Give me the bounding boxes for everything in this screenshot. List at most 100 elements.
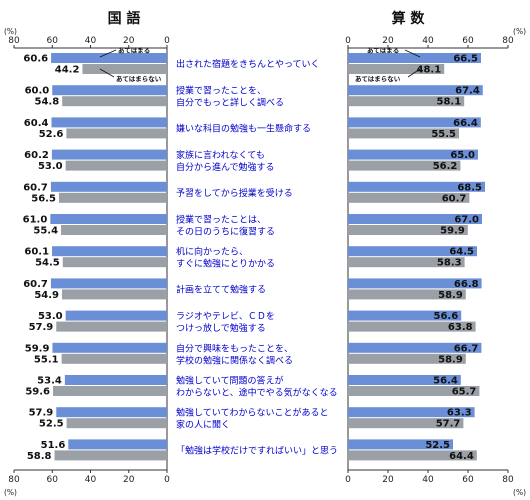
category-label-line1: 授業で習ったことを、 bbox=[176, 85, 266, 97]
bar-sansu-disagree bbox=[348, 386, 480, 396]
tick-label-kokugo-bottom: 80 bbox=[8, 475, 20, 485]
bar-sansu-agree bbox=[348, 53, 481, 63]
bar-sansu-disagree bbox=[348, 289, 466, 300]
bar-sansu-agree bbox=[348, 246, 477, 257]
tick-label-kokugo-bottom: 20 bbox=[123, 475, 135, 485]
value-label-kokugo-disagree: 54.9 bbox=[34, 290, 59, 301]
value-label-kokugo-disagree: 55.1 bbox=[34, 354, 59, 365]
category-label-line1: 勉強していて問題の答えが bbox=[176, 375, 283, 387]
bar-sansu-agree bbox=[348, 149, 478, 160]
unit-label-bottom-right: (%) bbox=[513, 488, 526, 497]
category-label-line2: 自分でもっと詳しく調べる bbox=[176, 97, 284, 109]
tick-label-kokugo-top: 40 bbox=[85, 36, 97, 46]
tick-label-sansu-top: 80 bbox=[502, 36, 514, 46]
category-label-line2: すぐに勉強にとりかかる bbox=[176, 258, 275, 270]
bar-kokugo-agree bbox=[56, 407, 167, 418]
bar-sansu-disagree bbox=[348, 192, 470, 203]
value-label-sansu-disagree: 64.4 bbox=[449, 451, 474, 462]
category-label: 計画を立てて勉強する bbox=[176, 283, 266, 295]
bar-sansu-agree bbox=[348, 342, 482, 353]
bar-sansu-agree bbox=[348, 117, 481, 128]
bar-sansu-disagree bbox=[348, 128, 459, 139]
value-label-sansu-agree: 68.5 bbox=[457, 182, 482, 193]
value-label-sansu-agree: 67.0 bbox=[454, 215, 479, 226]
tick-label-sansu-top: 20 bbox=[382, 36, 394, 46]
category-label-line1: 勉強していてわからないことがあると bbox=[176, 407, 328, 419]
bar-sansu-disagree bbox=[348, 321, 476, 332]
unit-label-bottom-left: (%) bbox=[4, 488, 17, 497]
value-label-sansu-disagree: 58.9 bbox=[438, 290, 463, 301]
category-label: 出された宿題をきちんとやっていく bbox=[176, 58, 320, 70]
tick-label-sansu-bottom: 0 bbox=[345, 475, 351, 485]
bar-sansu-disagree bbox=[348, 418, 464, 429]
bar-sansu-agree bbox=[348, 310, 462, 321]
legend-agree-sansu: あてはまる bbox=[367, 46, 399, 55]
bar-kokugo-disagree bbox=[66, 418, 167, 429]
tick-label-kokugo-top: 80 bbox=[8, 36, 20, 46]
value-label-sansu-disagree: 56.2 bbox=[433, 161, 458, 172]
value-label-kokugo-disagree: 54.5 bbox=[35, 258, 60, 269]
value-label-kokugo-agree: 59.9 bbox=[25, 343, 50, 354]
value-label-sansu-disagree: 58.1 bbox=[437, 97, 462, 108]
value-label-sansu-disagree: 60.7 bbox=[442, 193, 467, 204]
value-label-kokugo-agree: 60.1 bbox=[24, 247, 49, 258]
value-label-kokugo-disagree: 57.9 bbox=[29, 322, 54, 333]
category-label-line1: 家族に言われなくても bbox=[176, 149, 265, 161]
bar-kokugo-agree bbox=[51, 149, 167, 160]
legend-pointer-agree-kokugo bbox=[99, 49, 117, 58]
tick-label-sansu-top: 0 bbox=[345, 36, 351, 46]
bar-kokugo-disagree bbox=[56, 321, 167, 332]
value-label-kokugo-agree: 60.0 bbox=[25, 86, 50, 97]
bar-sansu-agree bbox=[348, 85, 483, 96]
value-label-kokugo-agree: 60.4 bbox=[24, 118, 49, 129]
bar-sansu-disagree bbox=[348, 353, 466, 364]
category-label-line1: 自分で興味をもったことを、 bbox=[176, 342, 293, 354]
tick-label-kokugo-bottom: 0 bbox=[164, 475, 170, 485]
title-kokugo: 国 語 bbox=[108, 10, 141, 27]
value-label-sansu-agree: 66.7 bbox=[454, 343, 479, 354]
category-label-line2: その日のうちに復習する bbox=[176, 226, 275, 238]
bar-sansu-disagree bbox=[348, 257, 465, 268]
legend-disagree-sansu: あてはまらない bbox=[355, 74, 401, 83]
bar-kokugo-agree bbox=[51, 117, 167, 128]
title-sansu: 算 数 bbox=[392, 10, 426, 27]
value-label-sansu-disagree: 59.9 bbox=[440, 226, 465, 237]
value-label-sansu-agree: 66.5 bbox=[453, 54, 478, 65]
tick-label-kokugo-bottom: 40 bbox=[85, 475, 97, 485]
bar-sansu-agree bbox=[348, 181, 485, 192]
legend-pointer-disagree-kokugo bbox=[99, 68, 115, 78]
legend-pointer-agree-sansu bbox=[404, 49, 421, 58]
value-label-sansu-agree: 63.3 bbox=[447, 408, 472, 419]
bar-kokugo-disagree bbox=[58, 192, 167, 203]
bar-kokugo-agree bbox=[64, 375, 167, 385]
tick-label-sansu-bottom: 80 bbox=[502, 475, 514, 485]
category-label-line2: 家の人に聞く bbox=[176, 419, 230, 431]
value-label-kokugo-agree: 53.0 bbox=[38, 311, 63, 322]
bar-sansu-agree bbox=[348, 439, 453, 450]
value-label-sansu-disagree: 48.1 bbox=[417, 65, 442, 76]
category-label-line2: わからないと、途中でやる気がなくなる bbox=[176, 387, 338, 399]
tick-label-kokugo-top: 0 bbox=[164, 36, 170, 46]
bar-kokugo-agree bbox=[50, 181, 167, 192]
bar-kokugo-agree bbox=[68, 439, 167, 450]
category-label: 嫌いな科目の勉強も一生懸命する bbox=[176, 122, 311, 134]
tick-label-sansu-bottom: 20 bbox=[382, 475, 394, 485]
bar-sansu-disagree bbox=[348, 96, 465, 107]
value-label-kokugo-disagree: 52.5 bbox=[39, 419, 64, 430]
bar-kokugo-agree bbox=[50, 278, 167, 289]
bar-kokugo-agree bbox=[52, 85, 167, 96]
value-label-kokugo-disagree: 44.2 bbox=[55, 65, 80, 76]
value-label-kokugo-disagree: 52.6 bbox=[39, 129, 64, 140]
bar-kokugo-agree bbox=[50, 214, 167, 224]
value-label-sansu-disagree: 55.5 bbox=[431, 129, 456, 140]
bar-sansu-disagree bbox=[348, 450, 477, 461]
value-label-kokugo-agree: 60.7 bbox=[23, 182, 48, 193]
value-label-sansu-disagree: 63.8 bbox=[448, 322, 473, 333]
bar-kokugo-disagree bbox=[62, 96, 167, 107]
value-label-sansu-disagree: 58.3 bbox=[437, 258, 462, 269]
value-label-sansu-agree: 64.5 bbox=[449, 247, 474, 258]
bar-sansu-disagree bbox=[348, 64, 445, 74]
value-label-sansu-agree: 66.4 bbox=[453, 118, 478, 129]
value-label-sansu-agree: 52.5 bbox=[425, 440, 450, 451]
bar-kokugo-disagree bbox=[54, 450, 167, 461]
